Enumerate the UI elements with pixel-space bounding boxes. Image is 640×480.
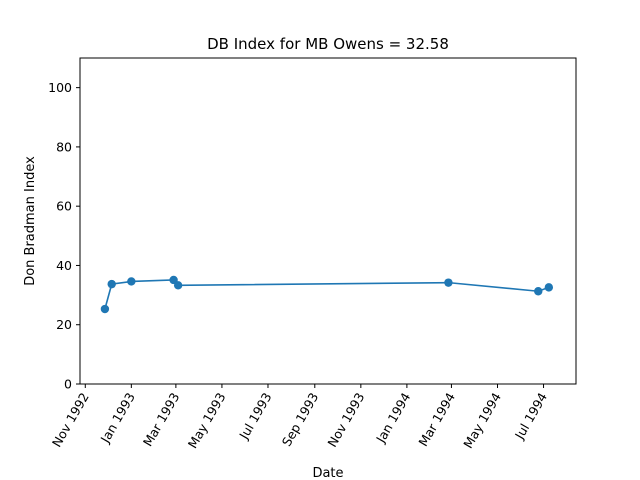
y-tick-label: 0 <box>64 377 72 392</box>
data-point <box>444 278 453 287</box>
x-tick-label: Jul 1993 <box>236 390 275 442</box>
data-point <box>100 304 110 314</box>
data-point <box>173 281 183 290</box>
x-tick-label: Sep 1993 <box>279 390 322 449</box>
x-tick-label: May 1994 <box>460 390 504 451</box>
x-tick-label: Mar 1993 <box>140 390 183 449</box>
y-axis-ticks: 0 20 40 60 80 100 <box>48 80 80 392</box>
y-tick-label: 100 <box>48 80 72 95</box>
data-point <box>534 287 543 296</box>
x-tick-label: Mar 1994 <box>415 390 458 449</box>
x-tick-label: Jul 1994 <box>511 390 550 442</box>
y-tick-label: 20 <box>56 317 72 332</box>
data-point <box>544 283 554 292</box>
y-axis-title: Don Bradman Index <box>23 156 38 286</box>
x-tick-label: Jan 1993 <box>97 390 138 446</box>
x-tick-label: Nov 1992 <box>49 390 92 450</box>
x-tick-label: May 1993 <box>185 390 229 451</box>
y-tick-label: 60 <box>56 199 72 214</box>
data-point <box>127 277 136 286</box>
x-tick-label: Jan 1994 <box>372 390 413 446</box>
plot-frame <box>79 57 577 385</box>
y-tick-label: 80 <box>56 139 72 154</box>
series-line <box>104 279 550 310</box>
y-tick-label: 40 <box>56 258 72 273</box>
x-axis-ticks: Nov 1992 Jan 1993 Mar 1993 May 1993 Jul 1993… <box>49 384 550 451</box>
series-layer <box>100 275 554 314</box>
data-point <box>107 279 116 289</box>
x-axis-title: Date <box>312 466 343 480</box>
x-tick-label: Nov 1993 <box>324 390 367 450</box>
chart-title: DB Index for MB Owens = 32.58 <box>207 35 449 53</box>
